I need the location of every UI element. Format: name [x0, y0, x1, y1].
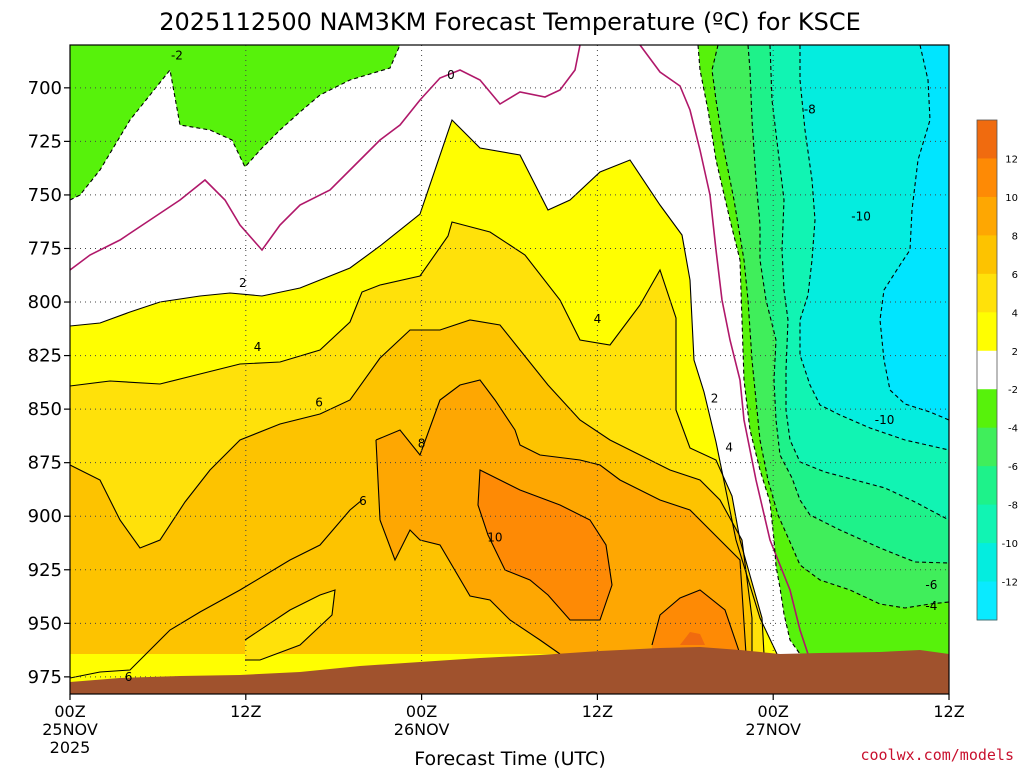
x-tick-label: 25NOV	[42, 720, 98, 739]
contour-label: -8	[804, 102, 816, 116]
contour-labels: -2 0 -8 -10 2 4 4 6 2 -10 8 4 6 10 -6 -4 6	[125, 49, 938, 684]
y-axis: 700 725 750 775 800 825 850 875 900 925 950 975	[28, 78, 70, 688]
x-tick-label: 00Z	[406, 702, 437, 721]
contour-neg6	[747, 45, 949, 564]
contour-neg8	[769, 45, 949, 521]
contour-label: 10	[487, 531, 502, 545]
fill-pos10	[478, 470, 612, 620]
colorbar-swatch	[977, 389, 997, 429]
grid-lines	[70, 45, 949, 694]
x-axis-label: Forecast Time (UTC)	[414, 748, 605, 768]
contour-label: 6	[315, 396, 323, 410]
colorbar-label: 10	[1005, 193, 1018, 204]
colorbar-label: 8	[1012, 231, 1018, 242]
y-tick-label: 850	[28, 399, 62, 420]
y-tick-label: 725	[28, 131, 62, 152]
colorbar-swatch	[977, 312, 997, 352]
contour-label: 2	[239, 276, 247, 290]
contour-4-pocket	[244, 589, 336, 661]
colorbar-swatch	[977, 273, 997, 313]
colorbar-label: -8	[1008, 501, 1018, 512]
x-tick-label: 27NOV	[745, 720, 801, 739]
contour-label: 4	[725, 441, 733, 455]
y-tick-label: 900	[28, 506, 62, 527]
contour-label: 6	[359, 494, 367, 508]
x-tick-label: 12Z	[933, 702, 964, 721]
colorbar-swatch	[977, 581, 997, 621]
chart-title: 2025112500 NAM3KM Forecast Temperature (…	[159, 8, 861, 36]
contour-label: -10	[851, 209, 871, 223]
colorbar-label: -2	[1008, 385, 1018, 396]
colorbar-label: 2	[1012, 347, 1018, 358]
colorbar-swatch	[977, 120, 997, 159]
contour-4	[70, 221, 765, 655]
y-tick-label: 775	[28, 238, 62, 259]
y-tick-label: 975	[28, 667, 62, 688]
colorbar-label: -12	[1002, 578, 1018, 589]
contour-neg2	[70, 45, 801, 655]
colorbar-swatch	[977, 504, 997, 544]
contour-label: 2	[711, 391, 719, 405]
contour-label: -6	[925, 578, 937, 592]
contour-neg12	[879, 45, 949, 421]
x-tick-label: 26NOV	[394, 720, 450, 739]
x-tick-label: 00Z	[54, 702, 85, 721]
colorbar-label: 4	[1012, 308, 1018, 319]
colorbar-swatch	[977, 427, 997, 467]
x-tick-label: 12Z	[230, 702, 261, 721]
colorbar: 12 10 8 6 4 2 -2 -4 -6 -8 -10 -12	[976, 119, 1018, 621]
contour-0	[70, 45, 809, 655]
colorbar-swatch	[977, 466, 997, 506]
x-tick-label: 12Z	[582, 702, 613, 721]
fill-neg12	[880, 45, 949, 420]
contour-8	[375, 379, 747, 655]
contour-6-lower	[70, 499, 363, 679]
y-tick-label: 750	[28, 185, 62, 206]
contour-label: 0	[447, 68, 455, 82]
colorbar-swatch	[977, 543, 997, 583]
colorbar-label: 12	[1005, 154, 1018, 165]
colorbar-swatch	[977, 350, 997, 390]
colorbar-label: -6	[1008, 462, 1018, 473]
y-tick-label: 700	[28, 78, 62, 99]
plot-frame	[69, 44, 950, 695]
contour-label: 4	[254, 340, 262, 354]
contour-neg4	[711, 45, 949, 609]
contour-label: -2	[171, 49, 183, 63]
colorbar-label: -4	[1008, 424, 1018, 435]
fill-neg2-topleft	[70, 45, 400, 200]
fill-pos12	[680, 632, 705, 645]
colorbar-label: -10	[1002, 539, 1018, 550]
contour-label: -10	[875, 413, 895, 427]
colorbar-frame	[976, 119, 998, 621]
fill-pos10-lower	[652, 590, 740, 654]
x-tick-label: 2025	[50, 738, 91, 757]
credit-link[interactable]: coolwx.com/models	[860, 746, 1014, 764]
y-tick-label: 925	[28, 560, 62, 581]
contour-label: 6	[125, 670, 133, 684]
contour-label: 4	[594, 312, 602, 326]
colorbar-swatch	[977, 196, 997, 236]
contour-10	[477, 469, 741, 655]
terrain	[70, 647, 949, 694]
contour-6	[70, 319, 753, 654]
colorbar-swatch	[977, 158, 997, 198]
contour-2	[70, 118, 778, 655]
colorbar-swatch	[977, 235, 997, 275]
fill-pos4-pocket	[245, 590, 335, 660]
y-tick-label: 800	[28, 292, 62, 313]
y-tick-label: 825	[28, 346, 62, 367]
contour-label: 8	[418, 436, 426, 450]
y-tick-label: 875	[28, 453, 62, 474]
plot-area	[70, 45, 949, 694]
x-tick-label: 00Z	[758, 702, 789, 721]
colorbar-label: 6	[1012, 270, 1018, 281]
y-tick-label: 950	[28, 613, 62, 634]
contour-label: -4	[925, 599, 937, 613]
